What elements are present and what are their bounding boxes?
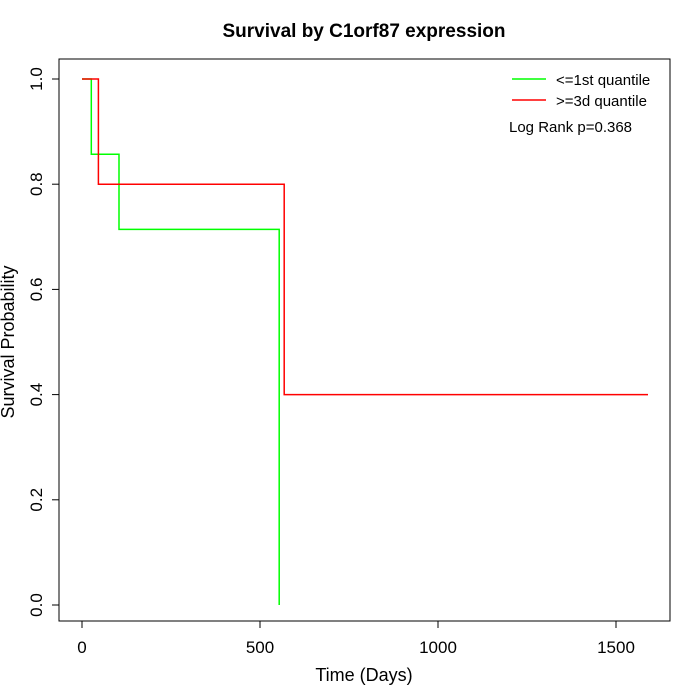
y-tick-label: 0.0 xyxy=(27,593,46,617)
x-axis-label: Time (Days) xyxy=(315,665,412,685)
y-tick-label: 0.4 xyxy=(27,383,46,407)
legend: <=1st quantile >=3d quantile Log Rank p=… xyxy=(509,72,650,136)
chart-title: Survival by C1orf87 expression xyxy=(222,21,505,42)
x-tick-label: 0 xyxy=(77,638,86,657)
y-tick-label: 1.0 xyxy=(27,67,46,91)
x-tick-label: 1000 xyxy=(419,638,457,657)
legend-label-low: <=1st quantile xyxy=(556,72,650,89)
log-rank-pvalue: Log Rank p=0.368 xyxy=(509,119,632,136)
y-tick-label: 0.6 xyxy=(27,278,46,302)
plot-frame xyxy=(58,58,671,622)
legend-label-high: >=3d quantile xyxy=(556,93,647,110)
series-layer xyxy=(82,78,648,605)
x-axis: 0 500 1000 1500 xyxy=(77,620,635,657)
series-line-low-quantile xyxy=(82,78,280,605)
series-line-high-quantile xyxy=(82,78,648,396)
x-tick-label: 1500 xyxy=(597,638,635,657)
y-axis-label: Survival Probability xyxy=(0,265,18,418)
y-axis: 0.0 0.2 0.4 0.6 0.8 1.0 xyxy=(27,67,60,617)
y-tick-label: 0.8 xyxy=(27,172,46,196)
x-tick-label: 500 xyxy=(246,638,274,657)
y-tick-label: 0.2 xyxy=(27,488,46,512)
